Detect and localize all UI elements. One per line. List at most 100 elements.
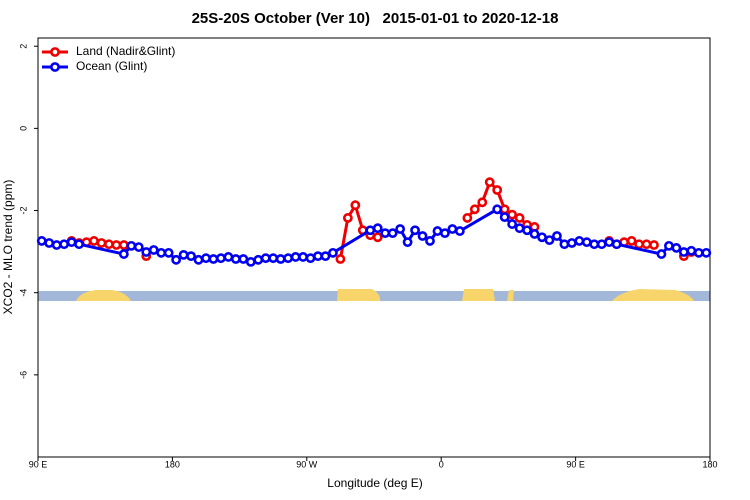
- data-point: [238, 254, 249, 264]
- x-tick-label: 90 E: [29, 459, 48, 469]
- data-point: [492, 185, 503, 195]
- data-point: [163, 247, 174, 258]
- data-point: [208, 254, 219, 264]
- data-point: [59, 239, 70, 250]
- data-point: [230, 254, 241, 264]
- data-point: [611, 239, 622, 250]
- data-point: [626, 236, 637, 246]
- data-point: [432, 226, 443, 236]
- x-tick-label: 180: [702, 459, 717, 469]
- data-point: [372, 223, 383, 234]
- data-point: [36, 236, 47, 246]
- data-point: [268, 253, 279, 264]
- x-tick-label: 180: [165, 459, 180, 469]
- data-point: [514, 213, 525, 223]
- data-point: [201, 253, 211, 264]
- data-point: [656, 249, 667, 259]
- data-point: [649, 240, 659, 250]
- y-tick-label: -2: [18, 207, 28, 215]
- data-point: [126, 240, 137, 251]
- data-point: [402, 237, 413, 248]
- legend-label: Land (Nadir&Glint): [76, 44, 175, 58]
- data-point: [290, 252, 301, 262]
- data-point: [469, 204, 480, 215]
- legend-marker: [50, 62, 60, 72]
- data-point: [664, 240, 674, 251]
- data-point: [148, 245, 159, 255]
- data-point: [74, 239, 84, 250]
- data-point: [365, 225, 376, 236]
- data-point: [604, 237, 615, 248]
- data-point: [484, 177, 495, 188]
- data-point: [447, 224, 458, 234]
- data-point: [581, 237, 592, 248]
- data-point: [156, 247, 167, 258]
- data-point: [507, 219, 518, 229]
- data-point: [313, 251, 323, 262]
- y-tick-label: 2: [18, 44, 28, 49]
- x-tick-label: 90 E: [566, 459, 585, 469]
- y-tick-label: -4: [18, 289, 28, 297]
- data-point: [44, 238, 55, 248]
- data-point: [492, 204, 503, 215]
- data-point: [417, 231, 428, 241]
- y-tick-label: 0: [18, 126, 28, 131]
- legend-marker: [50, 47, 60, 57]
- data-point: [678, 247, 689, 257]
- data-point: [118, 240, 129, 250]
- data-point: [260, 253, 271, 264]
- data-point: [171, 254, 182, 265]
- data-point: [305, 253, 316, 264]
- data-point: [462, 213, 473, 223]
- data-point: [559, 239, 570, 250]
- data-point: [671, 243, 682, 253]
- data-point: [641, 239, 652, 250]
- data-point: [133, 242, 144, 252]
- data-point: [283, 253, 294, 264]
- data-point: [395, 224, 406, 234]
- legend-label: Ocean (Glint): [76, 59, 147, 73]
- data-point: [51, 240, 62, 250]
- data-point: [186, 251, 196, 262]
- data-point: [96, 238, 107, 248]
- data-point: [425, 236, 435, 246]
- data-point: [499, 212, 510, 223]
- data-point: [66, 237, 77, 248]
- x-axis-title: Longitude (deg E): [327, 476, 422, 490]
- data-point: [320, 251, 331, 262]
- data-point: [245, 256, 256, 267]
- data-point: [223, 252, 234, 262]
- data-point: [552, 231, 562, 241]
- legend: Land (Nadir&Glint)Ocean (Glint): [42, 44, 175, 73]
- data-point: [701, 247, 712, 258]
- data-point: [634, 239, 644, 250]
- data-point: [507, 209, 518, 220]
- data-point: [104, 239, 114, 250]
- chart-title: 25S-20S October (Ver 10) 2015-01-01 to 2…: [192, 10, 559, 27]
- data-point: [298, 252, 308, 262]
- data-point: [529, 229, 540, 239]
- data-point: [342, 213, 353, 223]
- data-point: [275, 254, 286, 264]
- data-point: [350, 200, 361, 211]
- data-point: [141, 247, 152, 257]
- x-tick-label: 0: [439, 459, 444, 469]
- data-point: [544, 235, 555, 246]
- data-point: [410, 225, 420, 236]
- data-point: [574, 236, 585, 246]
- data-point: [216, 253, 226, 264]
- data-point: [89, 236, 99, 246]
- data-point: [440, 228, 450, 239]
- data-point: [693, 247, 704, 258]
- data-point: [335, 254, 346, 264]
- data-point: [193, 254, 204, 265]
- y-tick-label: -6: [18, 371, 28, 379]
- y-axis-title: XCO2 - MLO trend (ppm): [1, 180, 15, 315]
- data-point: [522, 225, 532, 236]
- data-point: [118, 249, 129, 259]
- data-point: [253, 254, 264, 265]
- plot-frame: [37, 37, 711, 458]
- data-point: [596, 239, 607, 250]
